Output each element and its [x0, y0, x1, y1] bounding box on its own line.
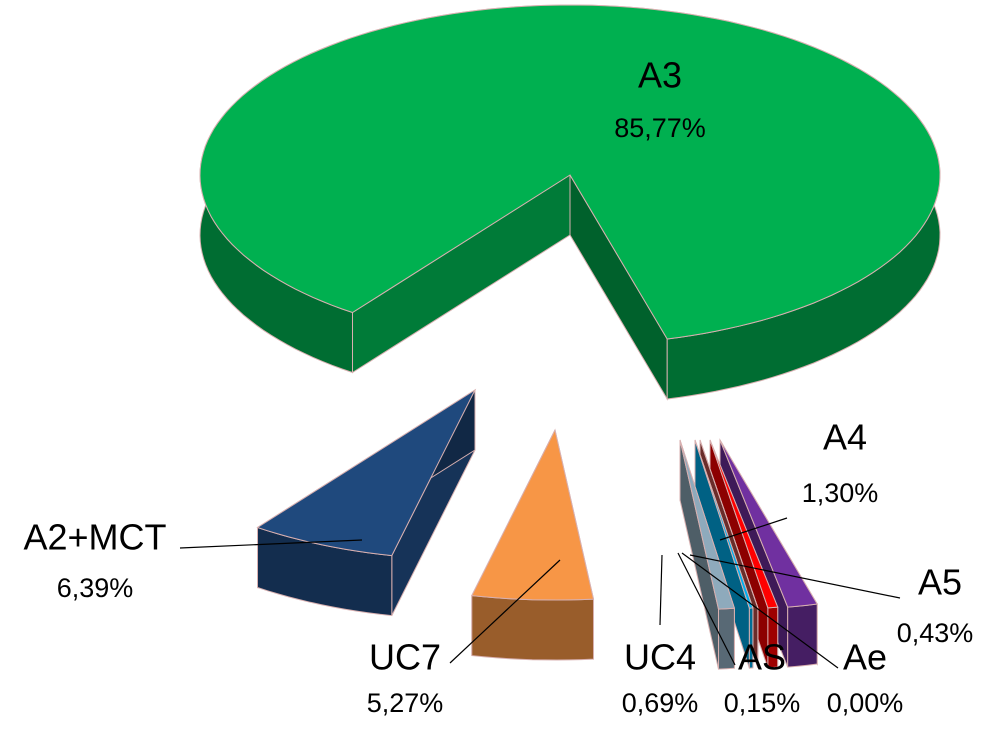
slice-value-label: 6,39% [57, 573, 134, 603]
slice-label: A5 [918, 562, 962, 603]
leader-line [681, 552, 839, 669]
slice-value-label: 1,30% [802, 478, 879, 508]
slice-side [471, 595, 594, 661]
slice-label: UC7 [369, 637, 441, 678]
slice-side [787, 603, 818, 668]
slice-value-label: 0,15% [724, 688, 801, 718]
slice-label: A2+MCT [23, 517, 166, 558]
leader-line [179, 539, 363, 549]
slice [694, 439, 754, 609]
slice-label: Ae [843, 637, 887, 678]
leader-line [689, 554, 901, 599]
slice-value-label: 5,27% [367, 688, 444, 718]
slice-label: UC4 [624, 637, 696, 678]
slice-value-label: 0,43% [897, 618, 974, 648]
slice-value-label: 0,00% [827, 688, 904, 718]
slice-label: A4 [823, 417, 867, 458]
slice-label: AS [738, 637, 786, 678]
slice [679, 439, 736, 610]
leader-line [449, 559, 561, 664]
slice [699, 439, 759, 609]
slice-label: A3 [638, 55, 682, 96]
slice [256, 388, 477, 557]
leader-line [719, 517, 788, 541]
slice [199, 4, 941, 340]
slice [709, 439, 779, 609]
slice [471, 428, 595, 601]
leader-line [659, 554, 663, 626]
leader-line [677, 552, 736, 666]
slice-value-label: 0,69% [622, 688, 699, 718]
slice-value-label: 85,77% [614, 113, 706, 143]
